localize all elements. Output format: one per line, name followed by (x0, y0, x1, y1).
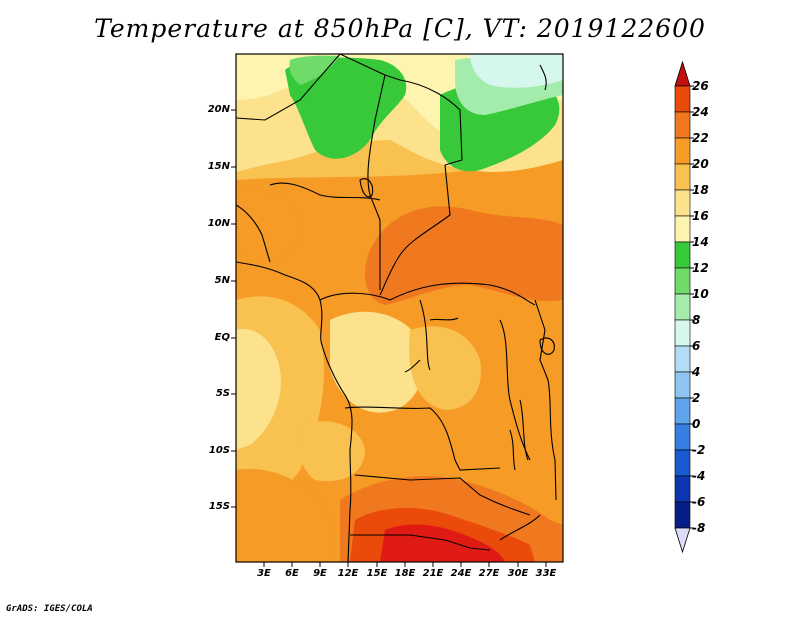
field-over-26 (380, 524, 505, 562)
lon-label-6e: 6E (285, 568, 299, 579)
coastlines-borders (236, 54, 557, 562)
border-namibia-zambia (354, 474, 531, 516)
border-namibia-botswana (350, 534, 491, 551)
lake-victoria (539, 337, 555, 355)
border-algeria-libya (236, 54, 341, 121)
colorbar-segment (674, 319, 691, 347)
field-10-12 (289, 55, 340, 85)
border-niger-nigeria (269, 182, 381, 201)
colorbar-label: 20 (692, 157, 709, 171)
colorbar-over-triangle (674, 60, 691, 87)
colorbar-segment (674, 267, 691, 295)
colorbar-segment (674, 345, 691, 373)
lon-label-18e: 18E (394, 568, 416, 579)
map-title: Temperature at 850hPa [C], VT: 201912260… (94, 14, 706, 43)
colorbar-segment (674, 397, 691, 425)
great-lakes (509, 399, 529, 471)
colorbar-segment (674, 163, 691, 191)
lake-chad (359, 178, 374, 198)
lat-label-10n: 10N (207, 218, 230, 229)
lon-label-9e: 9E (313, 568, 327, 579)
border-congo (419, 299, 431, 371)
colorbar (674, 60, 694, 554)
lat-label-eq: EQ (214, 332, 230, 343)
colorbar-label: 18 (692, 183, 709, 197)
lat-label-15s: 15S (208, 501, 230, 512)
colorbar-label: 26 (692, 79, 709, 93)
colorbar-label: 2 (692, 391, 701, 405)
colorbar-segment (674, 501, 691, 529)
colorbar-segment (674, 189, 691, 217)
lon-label-27e: 27E (478, 568, 500, 579)
border-angola-drc (344, 406, 501, 471)
lon-ticks (263, 562, 547, 567)
border-benin-nigeria (236, 204, 271, 263)
map-frame (235, 53, 564, 563)
colorbar-label: 24 (692, 105, 709, 119)
colorbar-under-triangle (674, 527, 691, 554)
lon-label-24e: 24E (450, 568, 472, 579)
border-zimbabwe (499, 514, 541, 541)
colorbar-label: 10 (692, 287, 709, 301)
field-6-8 (470, 54, 563, 88)
lon-label-12e: 12E (337, 568, 359, 579)
field-20-22-sw (236, 469, 333, 562)
field-18-20-angola (298, 421, 365, 482)
colorbar-label: 8 (692, 313, 701, 327)
field-22-24-north (365, 206, 563, 305)
field-16-18-basin (330, 311, 424, 413)
colorbar-segment (674, 475, 691, 503)
border-uganda-kenya (534, 299, 549, 381)
lat-label-20n: 20N (207, 104, 230, 115)
colorbar-label: 22 (692, 131, 709, 145)
colorbar-label: 14 (692, 235, 709, 249)
border-libya-egypt (339, 54, 463, 166)
colorbar-label: -4 (692, 469, 706, 483)
colorbar-label: -2 (692, 443, 706, 457)
lat-label-5s: 5S (215, 388, 230, 399)
colorbar-label: -8 (692, 521, 706, 535)
colorbar-segment (674, 423, 691, 451)
lon-label-33e: 33E (535, 568, 557, 579)
lon-label-3e: 3E (257, 568, 271, 579)
field-16-18-west (236, 329, 281, 450)
colorbar-label: 0 (692, 417, 701, 431)
colorbar-label: -6 (692, 495, 706, 509)
colorbar-segment (674, 215, 691, 243)
lon-label-30e: 30E (507, 568, 529, 579)
grads-credit: GrADS: IGES/COLA (6, 604, 93, 614)
border-tanzania (547, 379, 557, 501)
colorbar-segment (674, 85, 691, 113)
temperature-field (236, 54, 563, 562)
colorbar-label: 4 (692, 365, 701, 379)
lat-label-10s: 10S (208, 445, 230, 456)
sinai-coast (539, 64, 547, 91)
border-car-drc (319, 282, 536, 306)
field-20-22-nw (236, 188, 301, 265)
border-drc-east (499, 319, 531, 461)
colorbar-segment (674, 371, 691, 399)
colorbar-segment (674, 111, 691, 139)
colorbar-segment (674, 241, 691, 269)
lat-ticks (231, 109, 236, 508)
lon-label-21e: 21E (422, 568, 444, 579)
border-chad-sudan (379, 164, 451, 296)
colorbar-segment (674, 137, 691, 165)
west-coastline (236, 261, 353, 562)
colorbar-segment (674, 449, 691, 477)
lat-label-5n: 5N (214, 275, 230, 286)
colorbar-label: 6 (692, 339, 701, 353)
lon-label-15e: 15E (366, 568, 388, 579)
colorbar-label: 12 (692, 261, 709, 275)
colorbar-segment (674, 293, 691, 321)
lat-label-15n: 15N (207, 161, 230, 172)
rivers (404, 317, 459, 373)
border-niger-chad (367, 74, 386, 290)
colorbar-label: 16 (692, 209, 709, 223)
